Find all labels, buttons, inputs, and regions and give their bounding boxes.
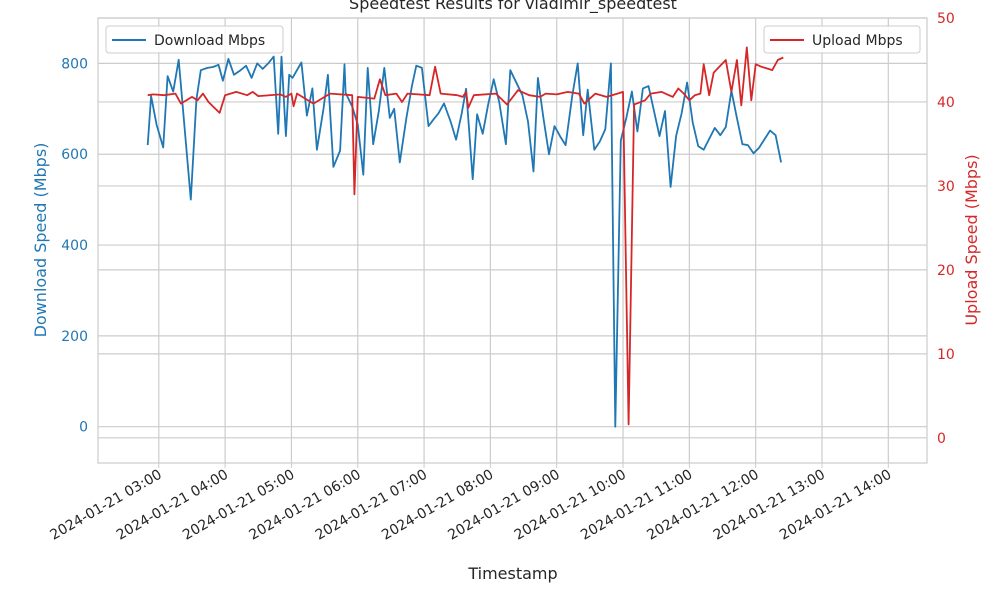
legend-download: Download Mbps [105,25,284,54]
upload-series-line [147,46,784,426]
y-axis-left-label: Download Speed (Mbps) [31,143,50,338]
chart-title: Speedtest Results for vladimir_speedtest [349,0,677,14]
y-right-tick-label: 10 [937,347,955,363]
y-left-tick-label: 600 [61,147,88,163]
y-right-tick-label: 50 [937,11,955,27]
x-axis-label: Timestamp [467,564,557,583]
y-right-tick-label: 30 [937,179,955,195]
y-left-tick-label: 400 [61,238,88,254]
y-left-tick-label: 0 [79,420,88,436]
legend-download-box [105,25,284,54]
y-left-tick-label: 200 [61,329,88,345]
y-right-tick-label: 20 [937,263,955,279]
y-axis-right-label: Upload Speed (Mbps) [962,154,981,325]
legend-upload-box [763,25,921,54]
download-series-line [146,55,782,428]
y-right-tick-label: 40 [937,95,955,111]
y-left-tick-label: 800 [61,56,88,72]
plot-frame [97,17,928,464]
legend-upload: Upload Mbps [763,25,921,54]
legend-upload-label: Upload Mbps [812,33,903,49]
series-layer [146,46,784,428]
y-right-tick-label: 0 [937,431,946,447]
legend-download-label: Download Mbps [154,33,265,49]
